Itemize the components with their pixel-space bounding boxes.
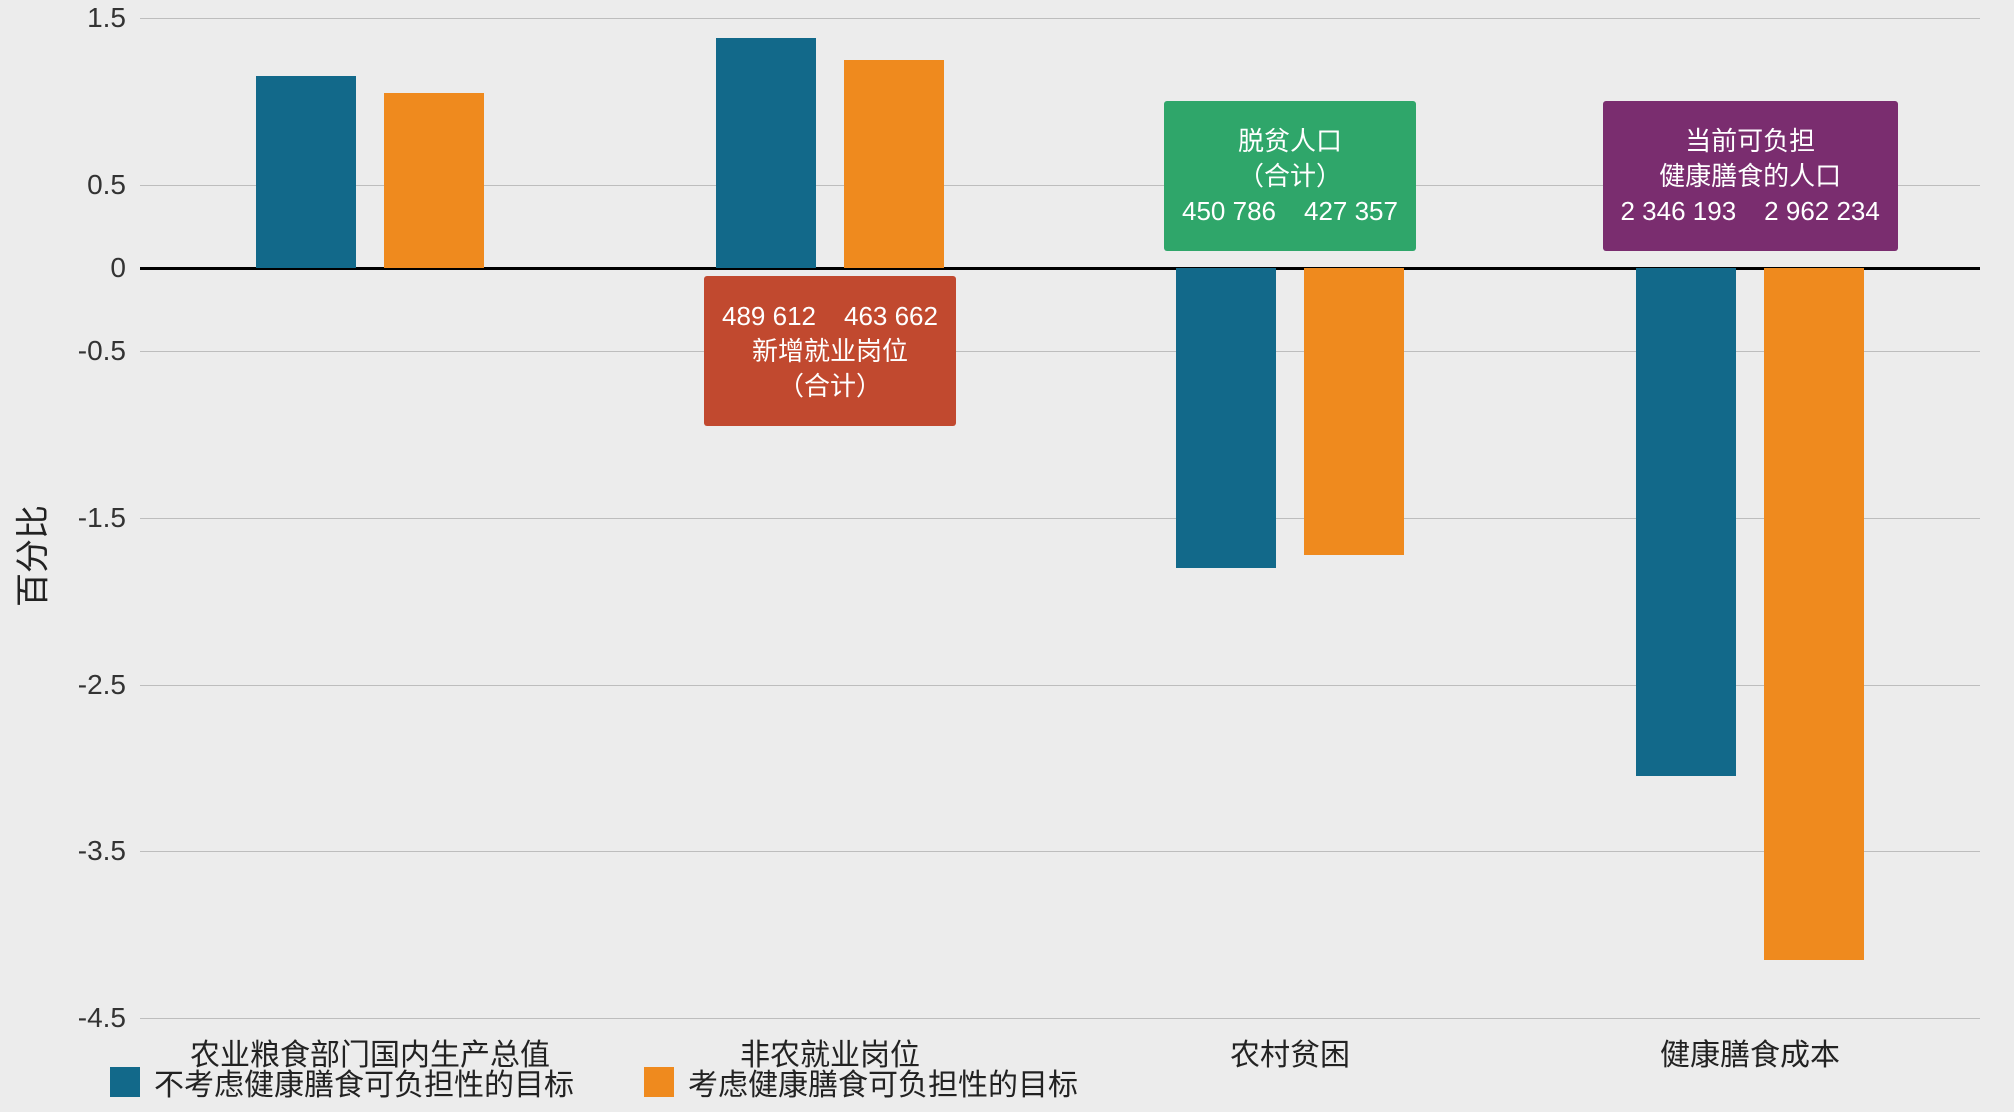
x-tick-label: 农村贫困 <box>1230 1030 1350 1074</box>
annotation-text: 健康膳食的人口 <box>1659 159 1841 194</box>
annotation-box: 489 612 463 662新增就业岗位（合计） <box>704 276 956 426</box>
annotation-text: （合计） <box>1238 159 1342 194</box>
plot-area: 489 612463 662新增就业岗位（合计）脱贫人口（合计）450 7864… <box>140 18 1980 1018</box>
annotation-text: 当前可负担 <box>1659 124 1841 159</box>
bar <box>256 76 356 268</box>
y-tick-label: -1.5 <box>16 502 126 534</box>
bar <box>716 38 816 268</box>
annotation-number: 2 962 234 <box>1764 194 1880 229</box>
annotation-number: 2 346 193 <box>1621 194 1737 229</box>
bar-chart: 百分比 489 612463 662新增就业岗位（合计）脱贫人口（合计）450 … <box>0 0 2014 1112</box>
bar <box>844 60 944 268</box>
bar <box>1764 268 1864 960</box>
x-tick-label: 农业粮食部门国内生产总值 <box>190 1030 550 1074</box>
legend-swatch <box>644 1067 674 1097</box>
bar <box>1176 268 1276 568</box>
y-tick-label: -4.5 <box>16 1002 126 1034</box>
x-tick-label: 非农就业岗位 <box>740 1030 920 1074</box>
y-tick-label: -3.5 <box>16 835 126 867</box>
gridline <box>140 851 1980 852</box>
y-tick-label: 0.5 <box>16 169 126 201</box>
annotation-number: 427 357 <box>1304 194 1398 229</box>
annotation-box: 当前可负担健康膳食的人口2 346 193 2 962 234 <box>1603 101 1898 251</box>
annotation-box: 脱贫人口（合计）450 786 427 357 <box>1164 101 1416 251</box>
y-tick-label: 1.5 <box>16 2 126 34</box>
y-tick-label: -2.5 <box>16 669 126 701</box>
bar <box>1304 268 1404 555</box>
bar <box>384 93 484 268</box>
legend-swatch <box>110 1067 140 1097</box>
y-tick-label: 0 <box>16 252 126 284</box>
y-tick-label: -0.5 <box>16 335 126 367</box>
annotation-text: 新增就业岗位 <box>752 334 908 369</box>
x-tick-label: 健康膳食成本 <box>1660 1030 1840 1074</box>
annotation-number: 450 786 <box>1182 194 1276 229</box>
bar <box>1636 268 1736 776</box>
annotation-number: 489 612 <box>722 299 816 334</box>
gridline <box>140 1018 1980 1019</box>
annotation-number: 463 662 <box>844 299 938 334</box>
annotation-text: 脱贫人口 <box>1238 124 1342 159</box>
gridline <box>140 18 1980 19</box>
annotation-text: （合计） <box>752 369 908 404</box>
